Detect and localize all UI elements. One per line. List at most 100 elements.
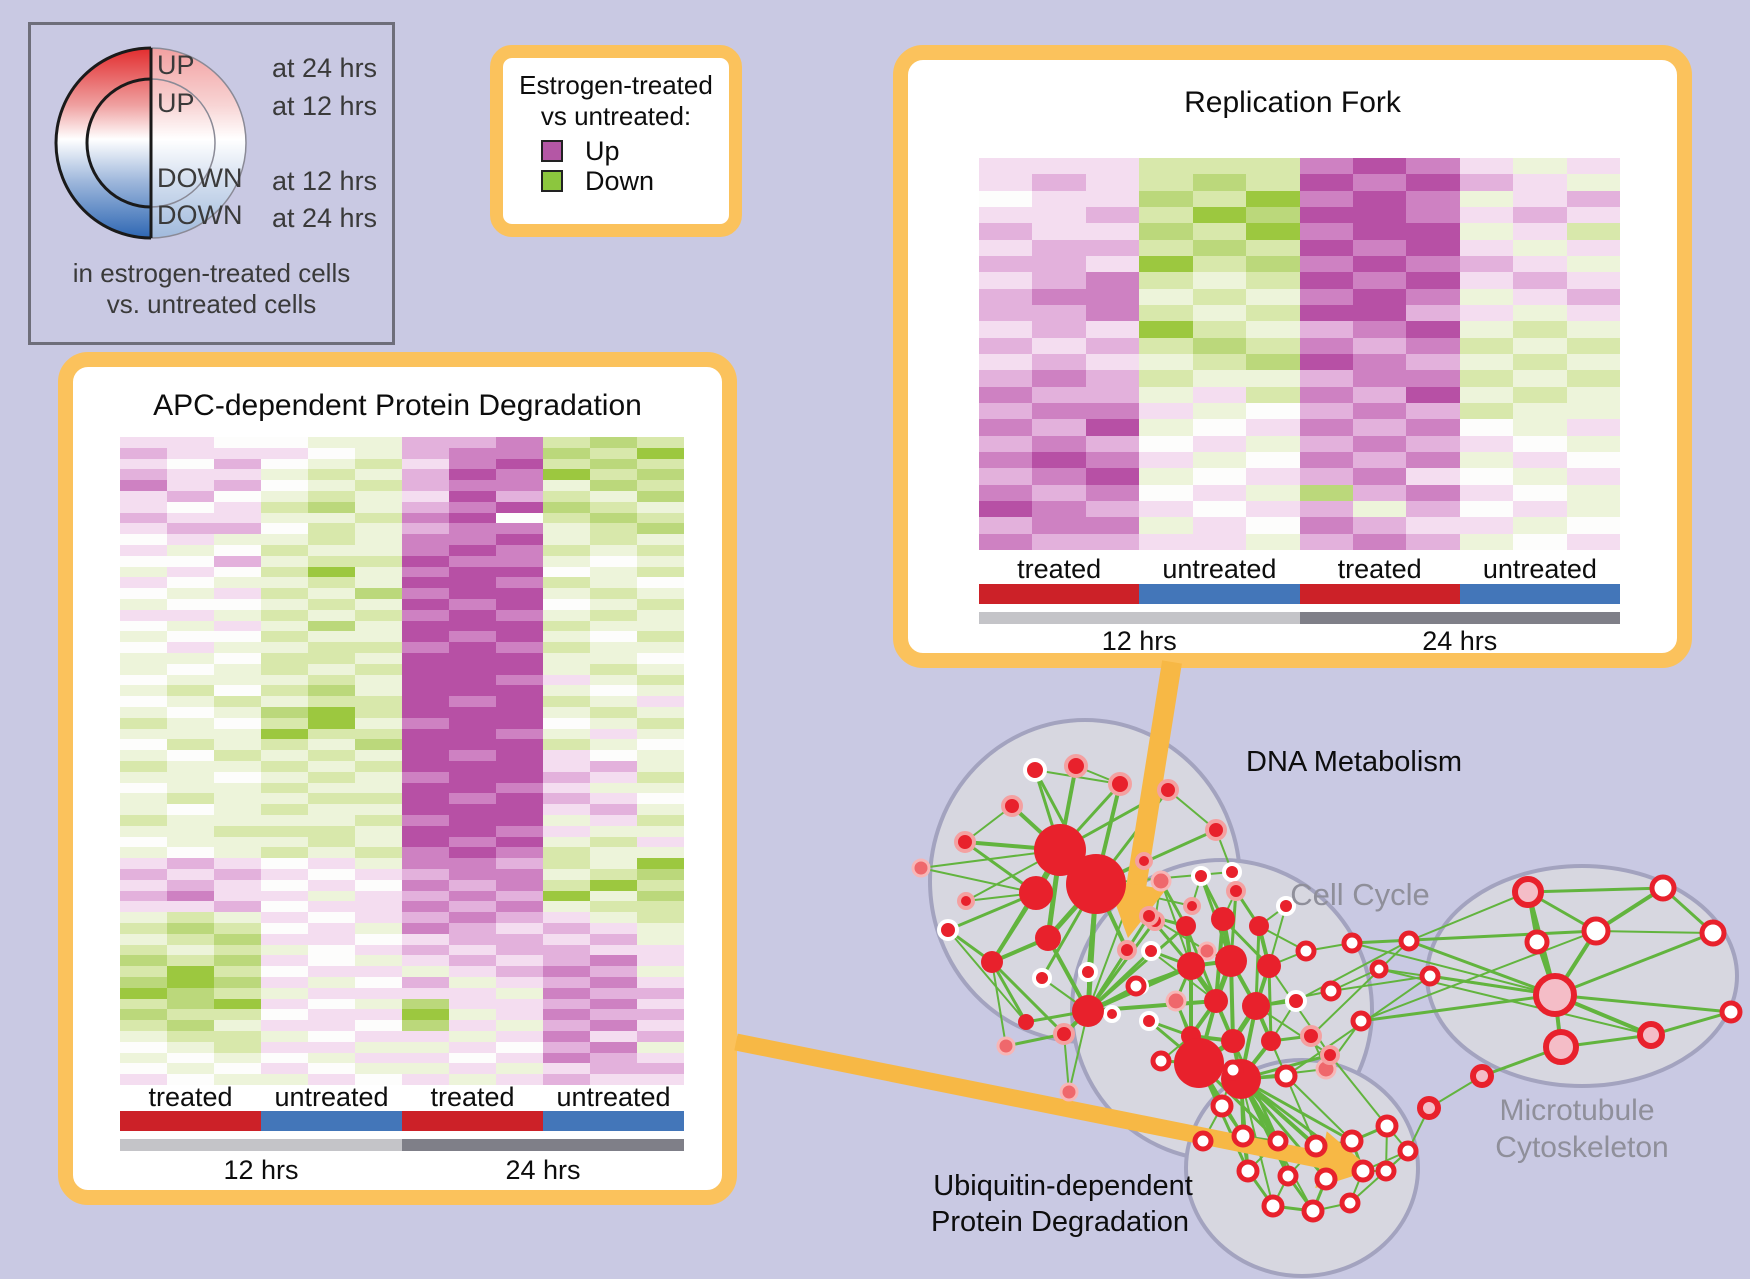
heatmap-cell xyxy=(637,566,684,578)
heatmap-cell xyxy=(449,620,496,632)
heatmap-cell xyxy=(496,620,543,632)
heatmap-cell xyxy=(496,523,543,535)
heatmap-cell xyxy=(449,663,496,675)
heatmap-cell xyxy=(214,1041,261,1053)
heatmap-cell xyxy=(1406,190,1460,207)
network-edge xyxy=(1314,1145,1328,1180)
heatmap-cell xyxy=(590,566,637,578)
heatmap-cell xyxy=(120,782,167,794)
heatmap-cell xyxy=(167,901,214,913)
heatmap-cell xyxy=(1246,403,1300,420)
heatmap-cell xyxy=(308,836,355,848)
heatmap-cell xyxy=(1406,468,1460,485)
heatmap-cell xyxy=(1246,207,1300,224)
heatmap-cell xyxy=(449,1052,496,1064)
heatmap-cell xyxy=(590,1052,637,1064)
network-edge xyxy=(1058,782,1122,852)
heatmap-cell xyxy=(543,458,590,470)
heatmap-cell xyxy=(543,642,590,653)
heatmap-cell xyxy=(1246,190,1300,207)
heatmap-cell xyxy=(214,761,261,772)
heatmap-cell xyxy=(214,653,261,664)
network-edge xyxy=(1351,1124,1388,1143)
heatmap-cell xyxy=(637,933,684,945)
network-edge xyxy=(1189,999,1218,1038)
heatmap-cell xyxy=(449,933,496,945)
heatmap-cell xyxy=(496,750,543,761)
heatmap-cell xyxy=(167,545,214,556)
heatmap-cell xyxy=(543,501,590,513)
heatmap-cell xyxy=(1566,354,1620,371)
heatmap-cell xyxy=(120,534,167,545)
heatmap-cell xyxy=(449,642,496,653)
heatmap-cell xyxy=(308,977,355,988)
heatmap-cell xyxy=(590,912,637,923)
apc-heatmap xyxy=(120,437,684,1085)
heatmap-cell xyxy=(496,1020,543,1031)
heatmap-cell xyxy=(543,923,590,934)
network-node xyxy=(1581,916,1611,946)
heatmap-cell xyxy=(214,437,261,448)
network-node xyxy=(1191,866,1211,886)
network-edge xyxy=(1239,1077,1280,1143)
heatmap-cell xyxy=(120,512,167,524)
heatmap-cell xyxy=(637,437,684,448)
network-node xyxy=(996,1036,1016,1056)
network-edge xyxy=(1553,994,1563,1048)
network-node xyxy=(1340,1129,1364,1153)
heatmap-cell xyxy=(543,685,590,697)
heatmap-cell xyxy=(590,782,637,794)
network-edge xyxy=(1095,828,1217,886)
heatmap-cell xyxy=(355,847,402,859)
rf-untreated-bar-12 xyxy=(1139,584,1300,604)
heatmap-cell xyxy=(1032,452,1086,469)
heatmap-cell xyxy=(120,674,167,686)
heatmap-cell xyxy=(1032,501,1086,518)
heatmap-cell xyxy=(1352,190,1407,207)
heatmap-cell xyxy=(543,847,590,859)
heatmap-cell xyxy=(449,545,496,556)
network-edge xyxy=(1268,965,1331,1056)
heatmap-cell xyxy=(543,987,590,999)
heatmap-cell xyxy=(167,717,214,729)
heatmap-cell xyxy=(637,523,684,535)
heatmap-cell xyxy=(637,793,684,805)
network-edge xyxy=(1148,1019,1200,1065)
heatmap-cell xyxy=(543,577,590,589)
heatmap-cell xyxy=(1192,468,1247,485)
heatmap-cell xyxy=(1192,517,1247,534)
heatmap-cell xyxy=(1139,370,1193,387)
network-edge xyxy=(1202,1105,1223,1142)
heatmap-cell xyxy=(1459,158,1514,175)
heatmap-cell xyxy=(979,223,1033,240)
heatmap-cell xyxy=(355,577,402,589)
heatmap-cell xyxy=(308,987,355,999)
heatmap-cell xyxy=(1192,452,1247,469)
network-edge xyxy=(1258,905,1287,927)
network-node xyxy=(1304,1134,1328,1158)
heatmap-cell xyxy=(355,836,402,848)
legend-up-12-time: at 12 hrs xyxy=(272,91,378,121)
heatmap-cell xyxy=(1032,207,1086,224)
heatmap-cell xyxy=(214,987,261,999)
network-edge xyxy=(1378,968,1556,996)
heatmap-cell xyxy=(590,761,637,772)
heatmap-cell xyxy=(543,1009,590,1021)
heatmap-cell xyxy=(1299,158,1353,175)
network-node xyxy=(1350,1010,1372,1032)
heatmap-cell xyxy=(979,288,1033,305)
network-edge xyxy=(1086,920,1157,1012)
heatmap-cell xyxy=(1192,239,1247,256)
heatmap-cell xyxy=(1032,321,1086,338)
network-node xyxy=(1417,1096,1441,1120)
heatmap-cell xyxy=(637,1031,684,1042)
network-node xyxy=(1719,1000,1743,1024)
network-edge xyxy=(1095,871,1233,885)
heatmap-cell xyxy=(590,1031,637,1042)
heatmap-cell xyxy=(120,577,167,589)
heatmap-cell xyxy=(590,555,637,567)
heatmap-cell xyxy=(1352,305,1407,322)
heatmap-cell xyxy=(167,923,214,934)
heatmap-cell xyxy=(214,944,261,956)
heatmap-cell xyxy=(355,469,402,481)
